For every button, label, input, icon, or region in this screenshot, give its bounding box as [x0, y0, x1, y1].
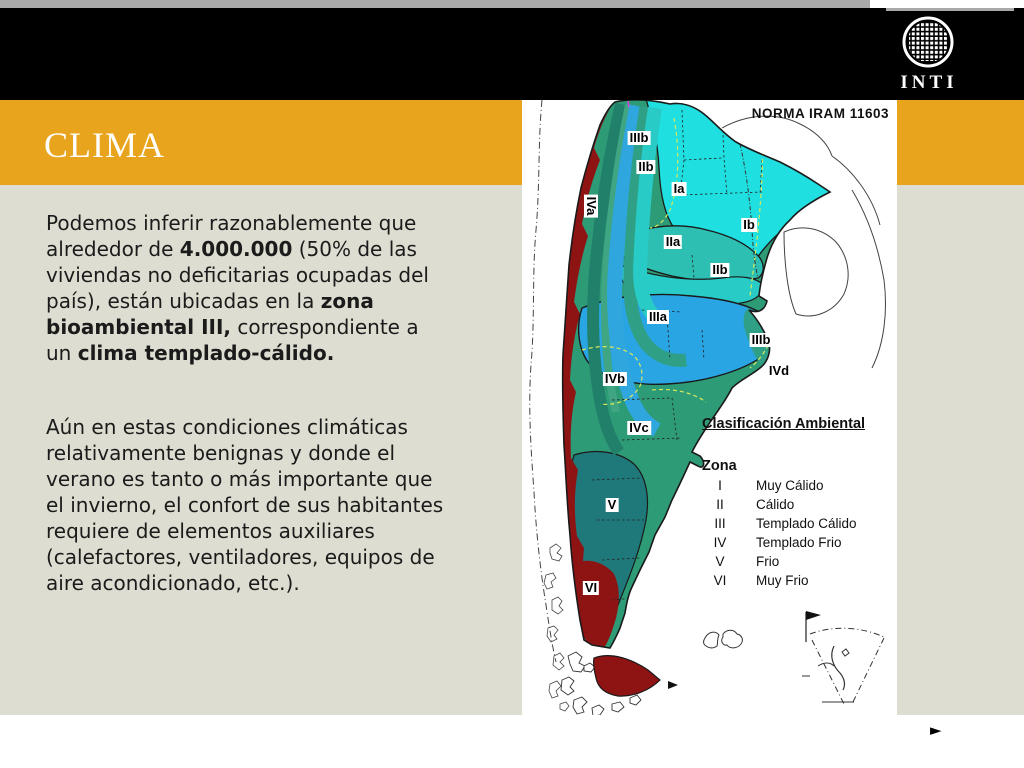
- antarctica-inset: [802, 611, 885, 705]
- legend-row: I Muy Cálido: [718, 478, 824, 493]
- zone-label-ia: Ia: [671, 181, 687, 196]
- paragraph-1: Podemos inferir razonablemente que alred…: [46, 211, 429, 365]
- zone-label-iib-nw: IIb: [636, 159, 656, 174]
- zone-label-v: V: [605, 497, 619, 512]
- zone-label-ivc: IVc: [627, 420, 651, 435]
- legend-zona-header: Zona: [702, 458, 737, 474]
- legend-row: V Frio: [715, 554, 780, 569]
- zone-label-ib: Ib: [741, 217, 757, 232]
- climate-isolines: [581, 109, 775, 405]
- inti-logo-icon: [902, 16, 954, 68]
- paragraph-2: Aún en estas condiciones climáticas rela…: [46, 415, 444, 595]
- legend-row: VI Muy Frio: [713, 573, 809, 588]
- zone-label-ivd: IVd: [766, 363, 792, 378]
- header-bar: [0, 8, 1024, 100]
- legend-row: III Templado Cálido: [714, 516, 857, 531]
- small-arrow-mark: [668, 681, 678, 689]
- map-svg: [522, 100, 897, 715]
- magenta-tick: [627, 100, 630, 108]
- page-title: CLIMA: [44, 125, 165, 165]
- zone-label-iib-se: IIb: [710, 262, 730, 277]
- top-divider-bar: [0, 0, 870, 8]
- next-slide-arrow[interactable]: ►: [930, 721, 942, 739]
- legend-row: II Cálido: [716, 497, 795, 512]
- zone-label-ivb: IVb: [602, 371, 628, 386]
- andes-red-band: [562, 102, 615, 640]
- zone-label-vi: VI: [582, 580, 600, 595]
- legend-row: IV Templado Frio: [713, 535, 842, 550]
- neighbor-country-outlines: [721, 115, 886, 369]
- logo-divider-bar: [886, 8, 1014, 11]
- map-legend: Clasificación Ambiental Zona I Muy Cálid…: [702, 416, 897, 590]
- tierra-del-fuego: [560, 651, 678, 715]
- map-norm-title: NORMA IRAM 11603: [751, 106, 889, 121]
- argentina-climate-map: NORMA IRAM 11603 IIIb IIb Ia IVa Ib IIa …: [522, 100, 897, 715]
- chile-outline: [529, 100, 570, 712]
- zone-label-iia: IIa: [663, 234, 683, 249]
- zone-label-iva: IVa: [584, 194, 599, 218]
- zone-label-iiib-se: IIIb: [749, 332, 773, 347]
- zone-label-iiia: IIIa: [646, 309, 670, 324]
- legend-title: Clasificación Ambiental: [702, 416, 866, 432]
- inti-logo-text: INTI: [900, 72, 958, 93]
- zone-label-iiib-nw: IIIb: [627, 130, 651, 145]
- body-text: Podemos inferir razonablemente que alred…: [46, 210, 450, 596]
- falkland-islands: [703, 629, 743, 649]
